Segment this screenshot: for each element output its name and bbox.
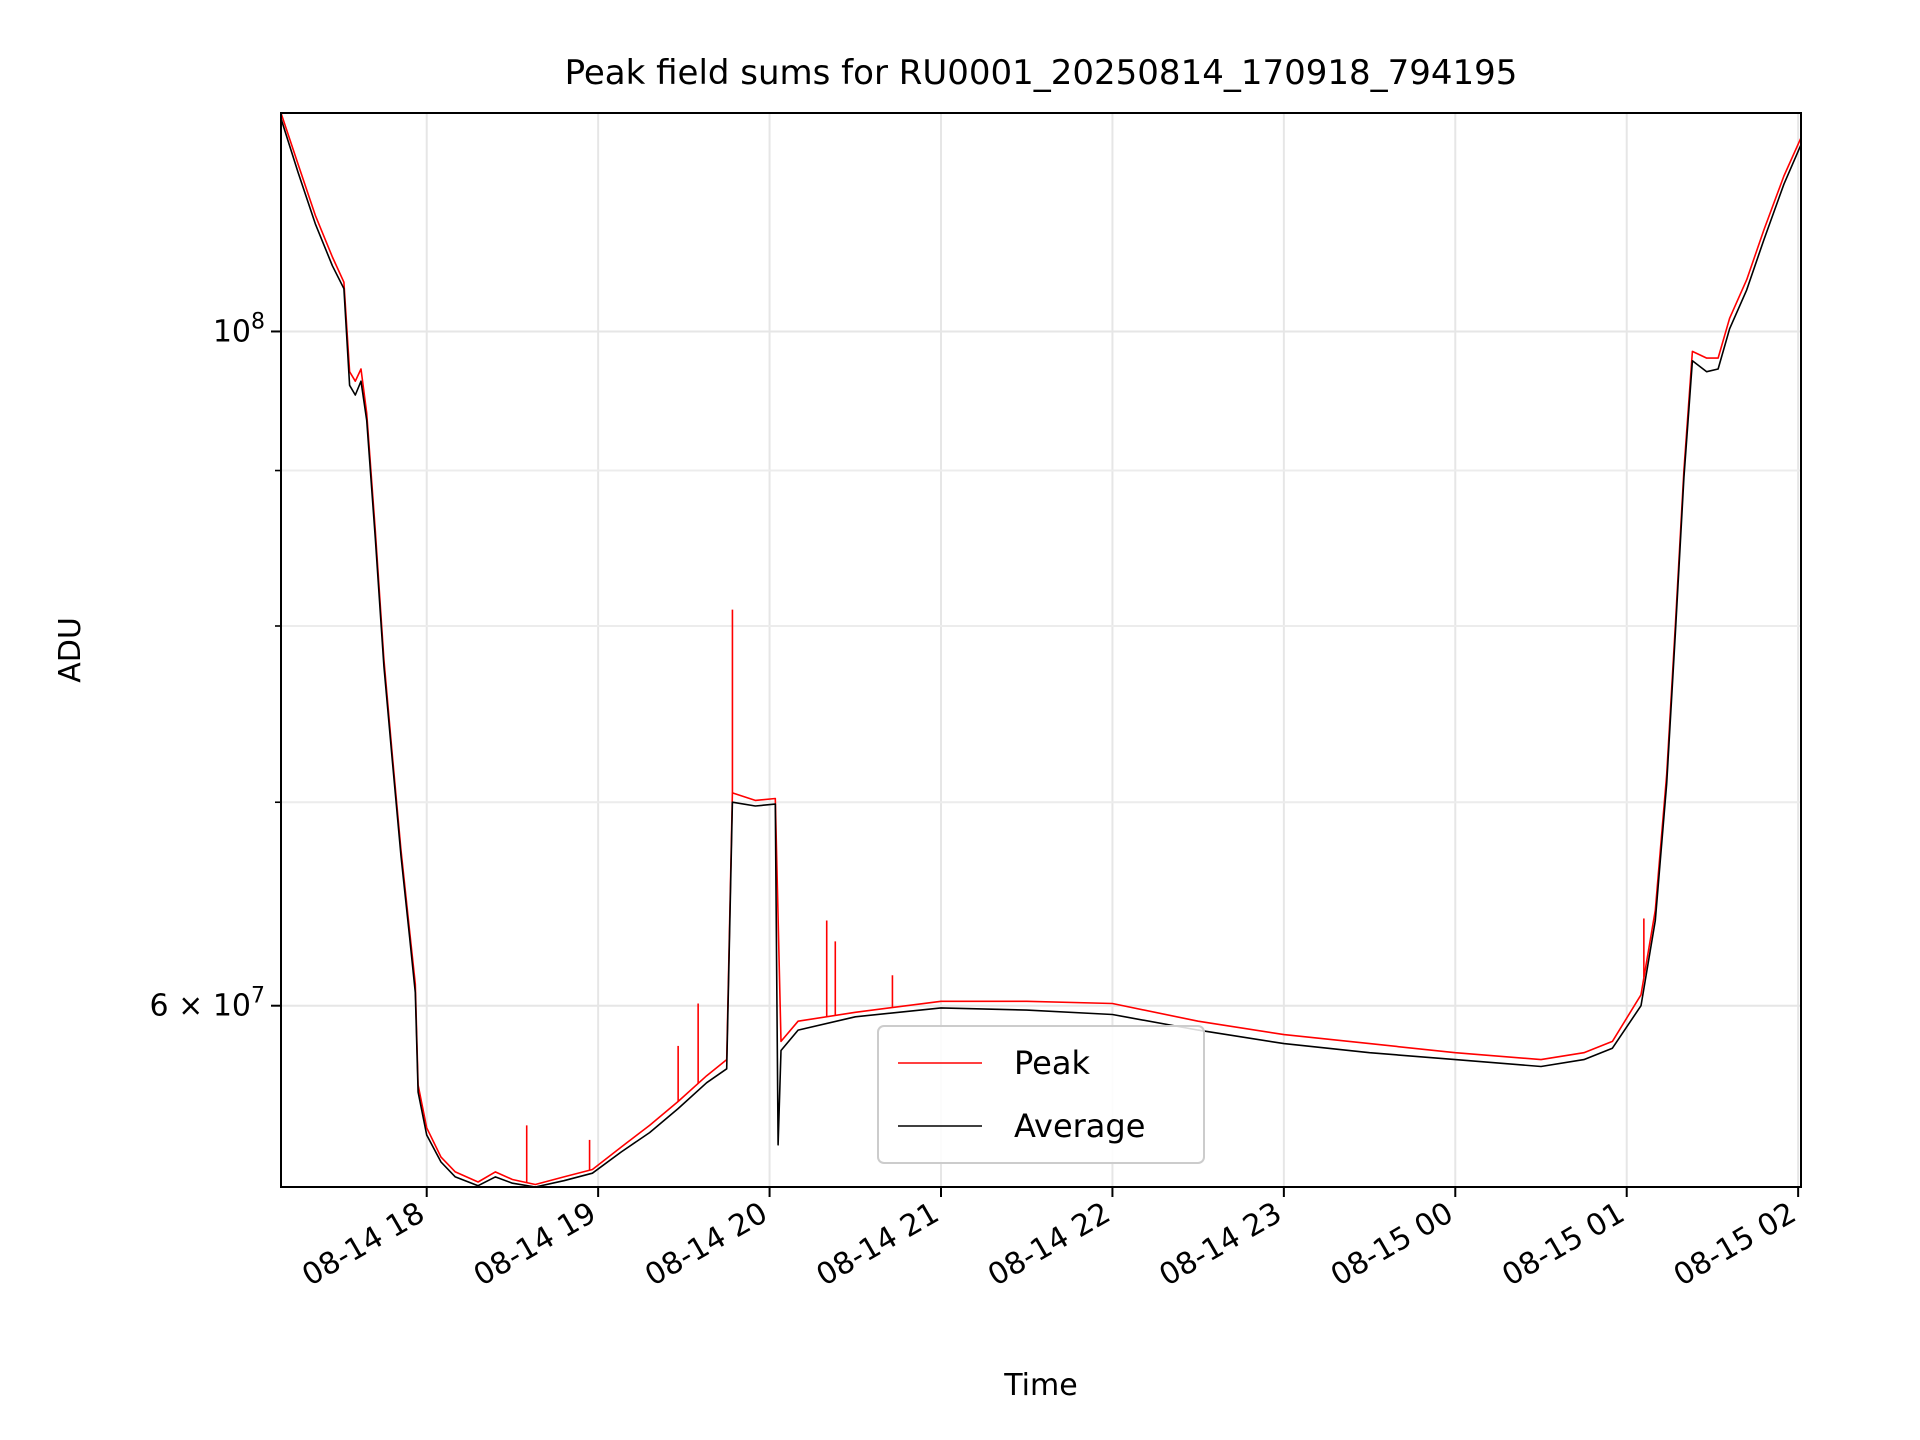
chart-title: Peak field sums for RU0001_20250814_1709… [565, 53, 1518, 93]
grid [281, 113, 1801, 1187]
y-axis: 108 6 × 107 [150, 309, 281, 1024]
legend-label-peak: Peak [1014, 1044, 1090, 1082]
x-axis-label: Time [1003, 1368, 1077, 1403]
y-tick-label: 108 [213, 309, 265, 349]
series-line-average [280, 118, 1802, 1188]
legend-label-average: Average [1014, 1107, 1145, 1145]
plot-series [280, 112, 1802, 1188]
y-tick-label: 6 × 107 [150, 984, 265, 1024]
legend-box [877, 1025, 1205, 1164]
legend: Peak Average [877, 1025, 1205, 1164]
y-axis-label: ADU [53, 617, 88, 683]
plot-frame [280, 112, 1802, 1188]
